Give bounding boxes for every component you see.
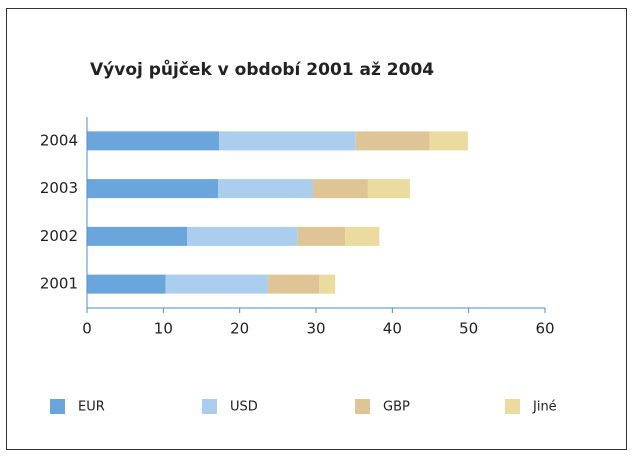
bar-segment [87,226,187,246]
y-tick-label: 2004 [40,131,78,149]
bar-segment [267,274,320,294]
bar-segment [367,179,410,199]
bar-segment [345,226,380,246]
x-tick-label: 10 [154,320,173,338]
bar-segment [297,226,346,246]
legend-label: EUR [78,400,105,415]
bar-segment [186,226,298,246]
bar-segment [312,179,368,199]
bar-segment [219,131,356,151]
legend-label: USD [230,400,258,415]
bar-segment [165,274,268,294]
bar-segment [218,179,313,199]
legend-swatch [202,399,217,414]
y-tick-label: 2001 [40,275,78,293]
x-tick-label: 20 [230,320,249,338]
legend-label: Jiné [532,400,557,415]
y-tick-label: 2002 [40,227,78,245]
x-tick-label: 30 [306,320,325,338]
x-tick-label: 60 [535,320,554,338]
bar-segment [87,274,166,294]
legend-swatch [50,399,65,414]
bar-segment [429,131,468,151]
x-tick-label: 40 [383,320,402,338]
x-tick-label: 50 [459,320,478,338]
legend-swatch [505,399,520,414]
x-tick-label: 0 [82,320,92,338]
legend-swatch [355,399,370,414]
bar-segment [87,131,220,151]
bar-segment [355,131,430,151]
bar-segment [319,274,336,294]
y-tick-label: 2003 [40,179,78,197]
legend-label: GBP [383,400,410,415]
chart-title: Vývoj půjček v období 2001 až 2004 [90,58,434,80]
bar-segment [87,179,219,199]
